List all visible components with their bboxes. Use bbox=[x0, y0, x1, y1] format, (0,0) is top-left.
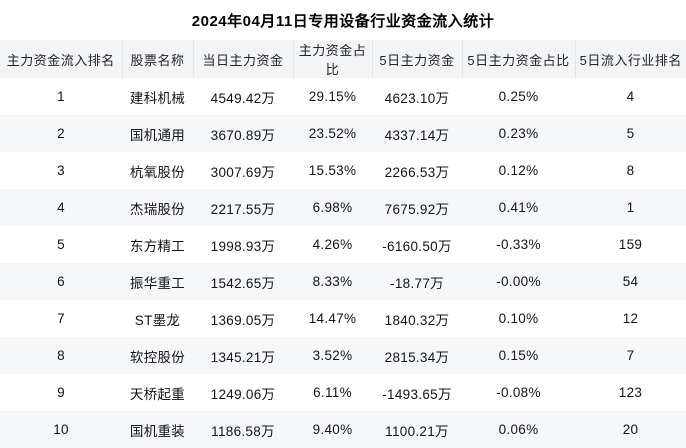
table-row: 10 国机重装 1186.58万 9.40% 1100.21万 0.06% 20 bbox=[0, 411, 686, 448]
cell-fund-ratio: 15.53% bbox=[308, 163, 357, 178]
cell-5day-fund: 4337.14万 bbox=[384, 127, 450, 143]
cell-stock-name: 东方精工 bbox=[129, 238, 186, 254]
cell-5day-fund: -1493.65万 bbox=[382, 386, 452, 402]
cell-industry-rank: 20 bbox=[622, 422, 639, 437]
cell-rank: 9 bbox=[57, 385, 65, 400]
cell-industry-rank: 7 bbox=[626, 348, 635, 363]
cell-fund-ratio: 6.98% bbox=[312, 200, 353, 215]
cell-today-fund: 1345.21万 bbox=[210, 349, 276, 365]
cell-5day-fund: 2266.53万 bbox=[384, 164, 450, 180]
cell-5day-ratio: 0.15% bbox=[498, 348, 539, 363]
cell-stock-name: 杭氧股份 bbox=[129, 164, 186, 180]
cell-industry-rank: 4 bbox=[626, 89, 635, 104]
cell-rank: 10 bbox=[53, 422, 69, 437]
cell-5day-fund: -18.77万 bbox=[390, 275, 444, 291]
cell-5day-ratio: 0.23% bbox=[498, 126, 539, 141]
cell-stock-name: ST墨龙 bbox=[134, 312, 181, 328]
cell-rank: 3 bbox=[57, 163, 65, 178]
cell-fund-ratio: 4.26% bbox=[312, 237, 353, 252]
cell-5day-ratio: -0.08% bbox=[496, 385, 541, 400]
cell-today-fund: 4549.42万 bbox=[210, 90, 276, 106]
table-row: 7 ST墨龙 1369.05万 14.47% 1840.32万 0.10% 12 bbox=[0, 300, 686, 337]
cell-stock-name: 软控股份 bbox=[129, 349, 186, 365]
cell-today-fund: 1186.58万 bbox=[211, 423, 275, 439]
table-row: 3 杭氧股份 3007.69万 15.53% 2266.53万 0.12% 8 bbox=[0, 152, 686, 189]
col-header-5day-main-fund: 5日主力资金 bbox=[372, 40, 463, 78]
cell-rank: 1 bbox=[57, 89, 65, 104]
cell-industry-rank: 5 bbox=[626, 126, 635, 141]
col-header-inflow-rank: 主力资金流入排名 bbox=[0, 40, 123, 78]
cell-stock-name: 杰瑞股份 bbox=[129, 201, 186, 217]
cell-stock-name: 国机通用 bbox=[129, 127, 186, 143]
table-row: 5 东方精工 1998.93万 4.26% -6160.50万 -0.33% 1… bbox=[0, 226, 686, 263]
cell-industry-rank: 54 bbox=[622, 274, 639, 289]
cell-rank: 2 bbox=[57, 126, 65, 141]
cell-5day-ratio: 0.12% bbox=[498, 163, 539, 178]
cell-today-fund: 3007.69万 bbox=[210, 164, 276, 180]
cell-today-fund: 1542.65万 bbox=[210, 275, 276, 291]
cell-rank: 7 bbox=[57, 311, 65, 326]
cell-rank: 5 bbox=[57, 237, 65, 252]
cell-rank: 6 bbox=[57, 274, 65, 289]
cell-today-fund: 1249.06万 bbox=[210, 386, 276, 402]
page-title: 2024年04月11日专用设备行业资金流入统计 bbox=[191, 12, 495, 30]
cell-5day-ratio: -0.00% bbox=[496, 274, 541, 289]
cell-today-fund: 3670.89万 bbox=[210, 127, 276, 143]
cell-fund-ratio: 9.40% bbox=[312, 422, 353, 437]
cell-5day-ratio: -0.33% bbox=[496, 237, 541, 252]
cell-rank: 8 bbox=[57, 348, 65, 363]
cell-industry-rank: 159 bbox=[618, 237, 643, 252]
fund-flow-table: 主力资金流入排名 股票名称 当日主力资金 主力资金占比 5日主力资金 5日主力资… bbox=[0, 40, 686, 448]
col-header-5day-fund-ratio: 5日主力资金占比 bbox=[462, 40, 576, 78]
cell-today-fund: 1369.05万 bbox=[210, 312, 276, 328]
cell-5day-fund: 1840.32万 bbox=[384, 312, 450, 328]
cell-5day-ratio: 0.06% bbox=[498, 422, 539, 437]
cell-industry-rank: 1 bbox=[626, 200, 635, 215]
cell-stock-name: 天桥起重 bbox=[129, 386, 186, 402]
cell-5day-ratio: 0.41% bbox=[498, 200, 539, 215]
cell-industry-rank: 8 bbox=[626, 163, 635, 178]
table-row: 1 建科机械 4549.42万 29.15% 4623.10万 0.25% 4 bbox=[0, 78, 686, 115]
table-row: 4 杰瑞股份 2217.55万 6.98% 7675.92万 0.41% 1 bbox=[0, 189, 686, 226]
cell-stock-name: 建科机械 bbox=[129, 90, 186, 106]
cell-fund-ratio: 14.47% bbox=[308, 311, 357, 326]
table-row: 9 天桥起重 1249.06万 6.11% -1493.65万 -0.08% 1… bbox=[0, 374, 686, 411]
cell-fund-ratio: 8.33% bbox=[312, 274, 353, 289]
table-row: 8 软控股份 1345.21万 3.52% 2815.34万 0.15% 7 bbox=[0, 337, 686, 374]
cell-today-fund: 1998.93万 bbox=[210, 238, 276, 254]
header-row: 主力资金流入排名 股票名称 当日主力资金 主力资金占比 5日主力资金 5日主力资… bbox=[0, 40, 686, 78]
col-header-5day-industry-rank: 5日流入行业排名 bbox=[575, 40, 686, 78]
cell-5day-fund: 4623.10万 bbox=[384, 90, 450, 106]
col-header-stock-name: 股票名称 bbox=[122, 40, 194, 78]
table-row: 2 国机通用 3670.89万 23.52% 4337.14万 0.23% 5 bbox=[0, 115, 686, 152]
cell-rank: 4 bbox=[57, 200, 65, 215]
table-row: 6 振华重工 1542.65万 8.33% -18.77万 -0.00% 54 bbox=[0, 263, 686, 300]
cell-fund-ratio: 29.15% bbox=[308, 89, 357, 104]
cell-fund-ratio: 3.52% bbox=[312, 348, 353, 363]
cell-5day-ratio: 0.10% bbox=[498, 311, 539, 326]
cell-industry-rank: 12 bbox=[622, 311, 639, 326]
cell-5day-ratio: 0.25% bbox=[498, 89, 539, 104]
col-header-today-main-fund: 当日主力资金 bbox=[193, 40, 294, 78]
cell-industry-rank: 123 bbox=[618, 385, 643, 400]
col-header-main-fund-ratio: 主力资金占比 bbox=[293, 40, 373, 78]
cell-fund-ratio: 23.52% bbox=[308, 126, 357, 141]
cell-fund-ratio: 6.11% bbox=[313, 385, 352, 400]
cell-stock-name: 振华重工 bbox=[129, 275, 186, 291]
cell-stock-name: 国机重装 bbox=[129, 423, 186, 439]
cell-5day-fund: -6160.50万 bbox=[382, 238, 452, 254]
cell-5day-fund: 7675.92万 bbox=[384, 201, 450, 217]
cell-today-fund: 2217.55万 bbox=[210, 201, 276, 217]
cell-5day-fund: 2815.34万 bbox=[384, 349, 450, 365]
cell-5day-fund: 1100.21万 bbox=[385, 423, 449, 439]
